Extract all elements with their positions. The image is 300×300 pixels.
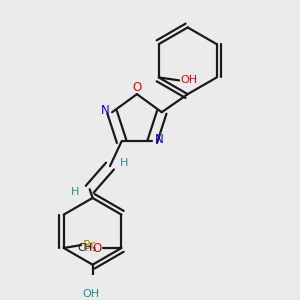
Text: H: H (71, 187, 80, 197)
Text: H: H (120, 158, 129, 168)
Text: CH₃: CH₃ (77, 243, 96, 253)
Text: N: N (155, 134, 164, 146)
Text: Br: Br (82, 238, 96, 252)
Text: OH: OH (181, 75, 198, 85)
Text: O: O (132, 81, 142, 94)
Text: O: O (92, 242, 101, 254)
Text: N: N (100, 104, 109, 117)
Text: OH: OH (82, 289, 100, 299)
